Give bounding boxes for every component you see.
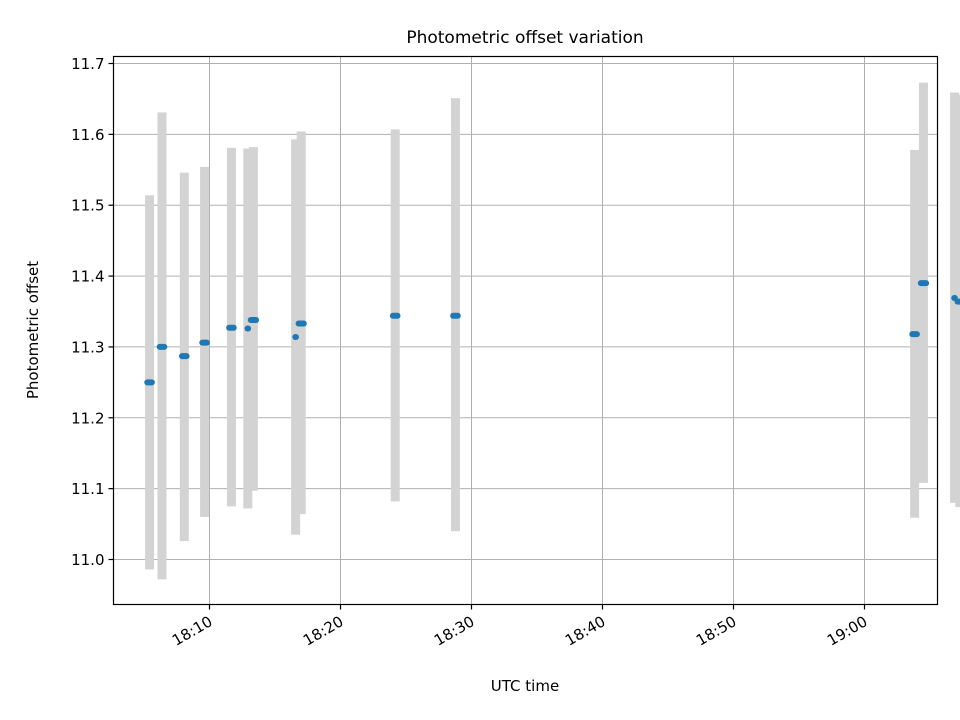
x-tick-label: 18:10 [169, 612, 215, 649]
y-tick-label: 11.7 [71, 55, 104, 73]
x-tick-label: 18:40 [562, 612, 608, 649]
x-tick-label: 18:30 [431, 612, 477, 649]
y-axis-ticks: 11.0 11.1 11.2 11.3 11.4 11.5 11.6 11.7 [71, 55, 114, 569]
y-tick-label: 11.4 [71, 268, 104, 286]
y-tick-label: 11.3 [71, 338, 104, 356]
data-points [144, 280, 960, 386]
grid-lines [113, 56, 938, 605]
x-axis-label: UTC time [491, 677, 559, 695]
y-axis-label: Photometric offset [24, 261, 42, 399]
x-axis-ticks: 18:10 18:20 18:30 18:40 18:50 19:00 [169, 604, 871, 650]
plot-frame [112, 55, 939, 606]
y-tick-label: 11.5 [71, 197, 104, 215]
y-tick-label: 11.0 [71, 551, 104, 569]
y-tick-label: 11.6 [71, 126, 104, 144]
error-bars [145, 82, 960, 580]
chart-title: Photometric offset variation [406, 28, 643, 48]
x-tick-label: 18:50 [693, 612, 739, 649]
y-tick-label: 11.2 [71, 409, 104, 427]
y-tick-label: 11.1 [71, 480, 104, 498]
x-tick-label: 18:20 [300, 612, 346, 649]
x-tick-label: 19:00 [824, 612, 870, 649]
